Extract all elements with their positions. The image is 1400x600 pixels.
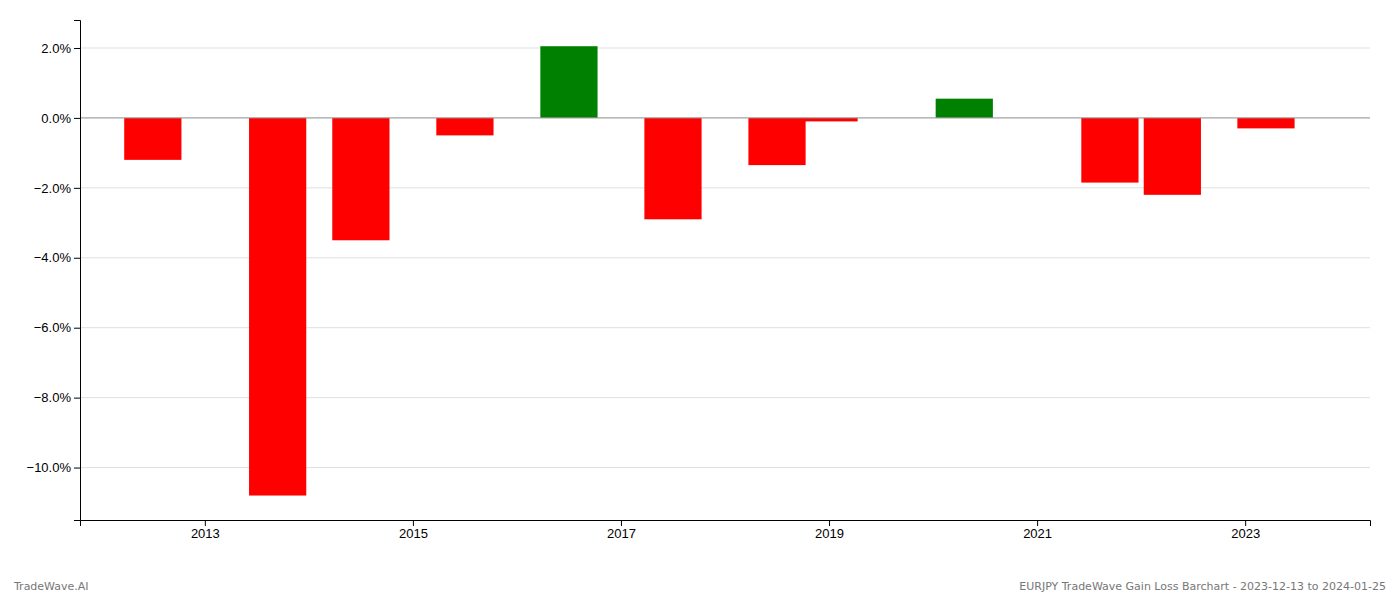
bar [800,118,857,121]
y-tick-mark [74,468,80,469]
y-tick-mark [74,328,80,329]
y-tick: 0.0% [41,111,80,126]
x-tick-label: 2021 [1023,526,1052,541]
x-tick: 2019 [815,520,844,541]
x-tick: 2017 [607,520,636,541]
y-tick-label: −4.0% [34,250,72,265]
x-tick-mark [621,520,622,526]
y-tick: 2.0% [41,41,80,56]
bar [124,118,181,160]
y-tick-label: 0.0% [41,111,71,126]
grid-line [80,47,1370,48]
chart: 2013 2015 2017 2019 2021 2023 2.0% 0.0% −2.0% −4.… [0,0,1400,600]
x-tick-label: 2023 [1231,526,1260,541]
x-axis-line [81,521,1371,527]
x-tick-label: 2017 [607,526,636,541]
y-axis: 2.0% 0.0% −2.0% −4.0% −6.0% −8.0% −10.0% [27,21,81,521]
y-tick-label: −6.0% [34,320,72,335]
y-tick-label: −10.0% [27,460,72,475]
y-tick-label: −2.0% [34,180,72,195]
y-tick-label: −8.0% [34,390,72,405]
zero-line [80,117,1370,118]
bar [332,118,389,240]
bar [1237,118,1294,128]
x-axis: 2013 2015 2017 2019 2021 2023 [81,520,1371,541]
x-tick: 2023 [1231,520,1260,541]
bar [436,118,493,135]
grid-line [80,117,1370,118]
y-tick-mark [74,398,80,399]
x-tick-mark [1245,520,1246,526]
y-tick-mark [74,48,80,49]
y-tick-mark [74,118,80,119]
x-tick: 2015 [399,520,428,541]
x-tick-mark [413,520,414,526]
x-tick-label: 2015 [399,526,428,541]
x-tick-mark [829,520,830,526]
y-tick: −8.0% [34,390,80,405]
bar [644,118,701,219]
bar [1144,118,1201,195]
x-tick: 2021 [1023,520,1052,541]
x-tick-label: 2019 [815,526,844,541]
y-tick-mark [74,188,80,189]
y-axis-line [74,21,81,521]
y-tick: −6.0% [34,320,80,335]
x-tick: 2013 [191,520,220,541]
footer-left: TradeWave.AI [13,580,89,593]
x-tick-mark [1037,520,1038,526]
bar [540,46,597,118]
x-tick-label: 2013 [191,526,220,541]
bar [249,118,306,496]
x-tick-mark [205,520,206,526]
plot: 2013 2015 2017 2019 2021 2023 2.0% 0.0% −2.0% −4.… [27,21,1371,542]
y-tick: −4.0% [34,250,80,265]
bar [936,99,993,118]
bars [124,46,1294,495]
footer-right: EURJPY TradeWave Gain Loss Barchart - 20… [1019,580,1386,593]
bar [748,118,805,165]
y-tick-label: 2.0% [41,41,71,56]
y-tick: −10.0% [27,460,80,475]
y-tick-mark [74,258,80,259]
bar [1081,118,1138,183]
y-tick: −2.0% [34,180,80,195]
